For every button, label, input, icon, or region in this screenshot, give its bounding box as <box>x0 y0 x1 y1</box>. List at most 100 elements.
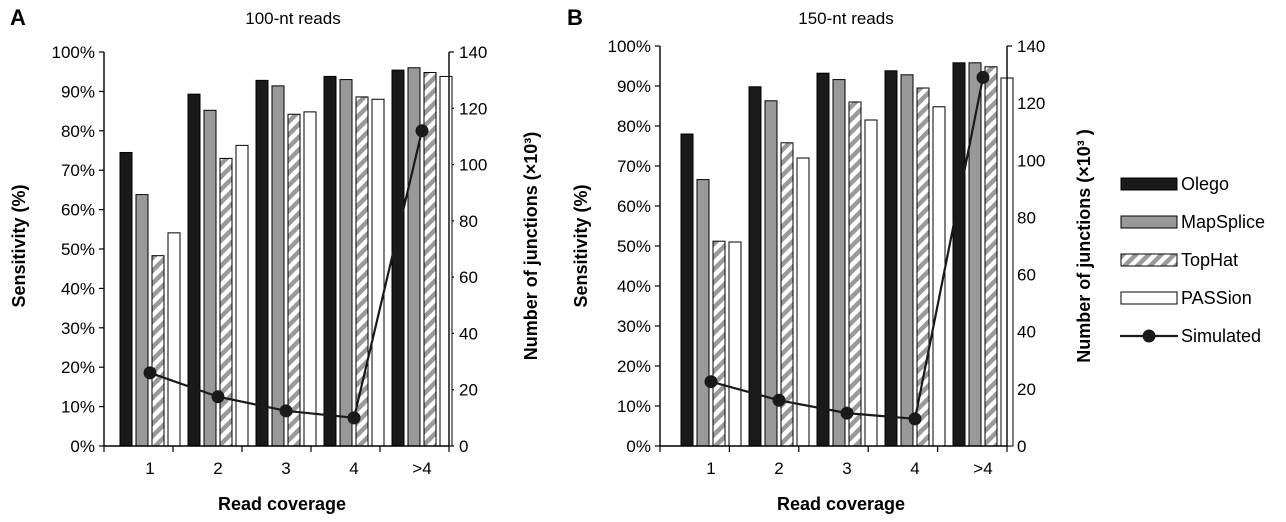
bar-passion <box>728 241 742 447</box>
y2-tick-label: 100 <box>1017 151 1045 170</box>
y-tick-label: 0% <box>70 437 95 456</box>
bar-passion <box>303 111 317 447</box>
legend-label-mapsplice: MapSplice <box>1181 212 1265 232</box>
y-tick-label: 0% <box>626 437 651 456</box>
y2-tick-label: 120 <box>459 99 487 118</box>
y2-tick-label: 40 <box>1017 323 1036 342</box>
bar-mapsplice <box>696 179 710 447</box>
legend: Olego MapSplice TopHat PASSion Simulated <box>1120 174 1265 346</box>
x-tick-label: 3 <box>281 459 290 478</box>
simulated-point <box>415 124 429 138</box>
bar-passion <box>371 98 385 447</box>
x-ticks-b: 1 2 3 4 >4 <box>659 446 1008 478</box>
bar-olego <box>680 133 694 447</box>
panel-letter-a: A <box>10 5 26 30</box>
bar-tophat <box>712 240 726 447</box>
y2-tick-label: 100 <box>459 156 487 175</box>
x-tick-label: 1 <box>706 459 715 478</box>
x-tick-label: >4 <box>412 459 431 478</box>
y-tick-label: 90% <box>61 82 95 101</box>
x-tick-label: 4 <box>910 459 919 478</box>
y2-tick-label: 0 <box>459 437 468 456</box>
bar-olego <box>119 151 133 447</box>
bar-tophat <box>219 157 233 447</box>
simulated-point <box>772 393 786 407</box>
simulated-line-b <box>704 70 990 426</box>
x-tick-label: 2 <box>213 459 222 478</box>
y-tick-label: 80% <box>61 122 95 141</box>
legend-swatch-olego <box>1120 177 1178 191</box>
bar-olego <box>816 72 830 447</box>
bar-olego <box>187 93 201 447</box>
bar-olego <box>391 69 405 447</box>
y2-tick-label: 60 <box>459 268 478 287</box>
y-tick-label: 40% <box>617 277 651 296</box>
panel-letter-b: B <box>567 5 583 30</box>
bar-mapsplice <box>135 194 149 447</box>
y-tick-label: 100% <box>608 37 651 56</box>
y-tick-label: 50% <box>61 240 95 259</box>
bar-mapsplice <box>764 100 778 447</box>
simulated-line-a <box>143 124 429 425</box>
legend-marker-simulated <box>1142 329 1156 343</box>
simulated-point <box>347 411 361 425</box>
simulated-point <box>704 375 718 389</box>
y-tick-label: 50% <box>617 237 651 256</box>
x-axis-title-a: Read coverage <box>218 494 346 514</box>
y2-tick-label: 140 <box>1017 37 1045 56</box>
bar-mapsplice <box>832 79 846 447</box>
y-axis-title-a: Sensitivity (%) <box>9 184 29 307</box>
panel-title-a: 100-nt reads <box>245 9 340 28</box>
x-tick-label: >4 <box>973 459 992 478</box>
simulated-point <box>143 366 157 380</box>
bar-mapsplice <box>271 85 285 447</box>
x-tick-label: 2 <box>774 459 783 478</box>
bar-tophat <box>984 66 998 447</box>
y-tick-label: 90% <box>617 77 651 96</box>
y-tick-label: 70% <box>617 157 651 176</box>
panel-a: A 100-nt reads 0% 10% 20% 30% 40% 50% 60% 70% 80… <box>9 5 541 514</box>
y-tick-label: 100% <box>52 43 95 62</box>
y-ticks-a: 0% 10% 20% 30% 40% 50% 60% 70% 80% 90% 100% <box>52 43 104 456</box>
x-tick-label: 1 <box>145 459 154 478</box>
simulated-point <box>908 412 922 426</box>
simulated-point <box>211 390 225 404</box>
y2-tick-label: 40 <box>459 324 478 343</box>
bar-passion <box>864 119 878 447</box>
legend-swatch-tophat <box>1120 253 1178 267</box>
bar-tophat <box>848 101 862 447</box>
bar-tophat <box>287 113 301 447</box>
panel-title-b: 150-nt reads <box>798 9 893 28</box>
y2-tick-label: 80 <box>459 212 478 231</box>
y2-axis-title-b: Number of junctions (×10³ ) <box>1074 129 1094 363</box>
bar-tophat <box>355 96 369 447</box>
x-ticks-a: 1 2 3 4 >4 <box>103 446 450 478</box>
simulated-point <box>976 70 990 84</box>
y-ticks-b: 0% 10% 20% 30% 40% 50% 60% 70% 80% 90% 100% <box>608 37 660 456</box>
y-tick-label: 30% <box>61 319 95 338</box>
axes-a <box>103 52 450 447</box>
legend-label-simulated: Simulated <box>1181 326 1261 346</box>
y2-tick-label: 120 <box>1017 94 1045 113</box>
y2-tick-label: 0 <box>1017 437 1026 456</box>
y-tick-label: 10% <box>617 397 651 416</box>
legend-label-olego: Olego <box>1181 174 1229 194</box>
bar-passion <box>796 157 810 447</box>
x-axis-title-b: Read coverage <box>777 494 905 514</box>
simulated-point <box>840 406 854 420</box>
bar-mapsplice <box>339 79 353 447</box>
legend-swatch-mapsplice <box>1120 215 1178 229</box>
y-tick-label: 30% <box>617 317 651 336</box>
bars-a <box>119 67 453 447</box>
y-tick-label: 10% <box>61 398 95 417</box>
bar-olego <box>255 79 269 447</box>
y2-ticks-a: 0 20 40 60 80 100 120 140 <box>449 43 487 456</box>
legend-swatch-passion <box>1120 291 1178 305</box>
bars-b <box>680 62 1014 447</box>
y-tick-label: 60% <box>617 197 651 216</box>
y2-tick-label: 80 <box>1017 208 1036 227</box>
y2-tick-label: 20 <box>1017 380 1036 399</box>
y2-axis-title-a: Number of junctions (×10³) <box>521 132 541 361</box>
bar-olego <box>323 75 337 447</box>
